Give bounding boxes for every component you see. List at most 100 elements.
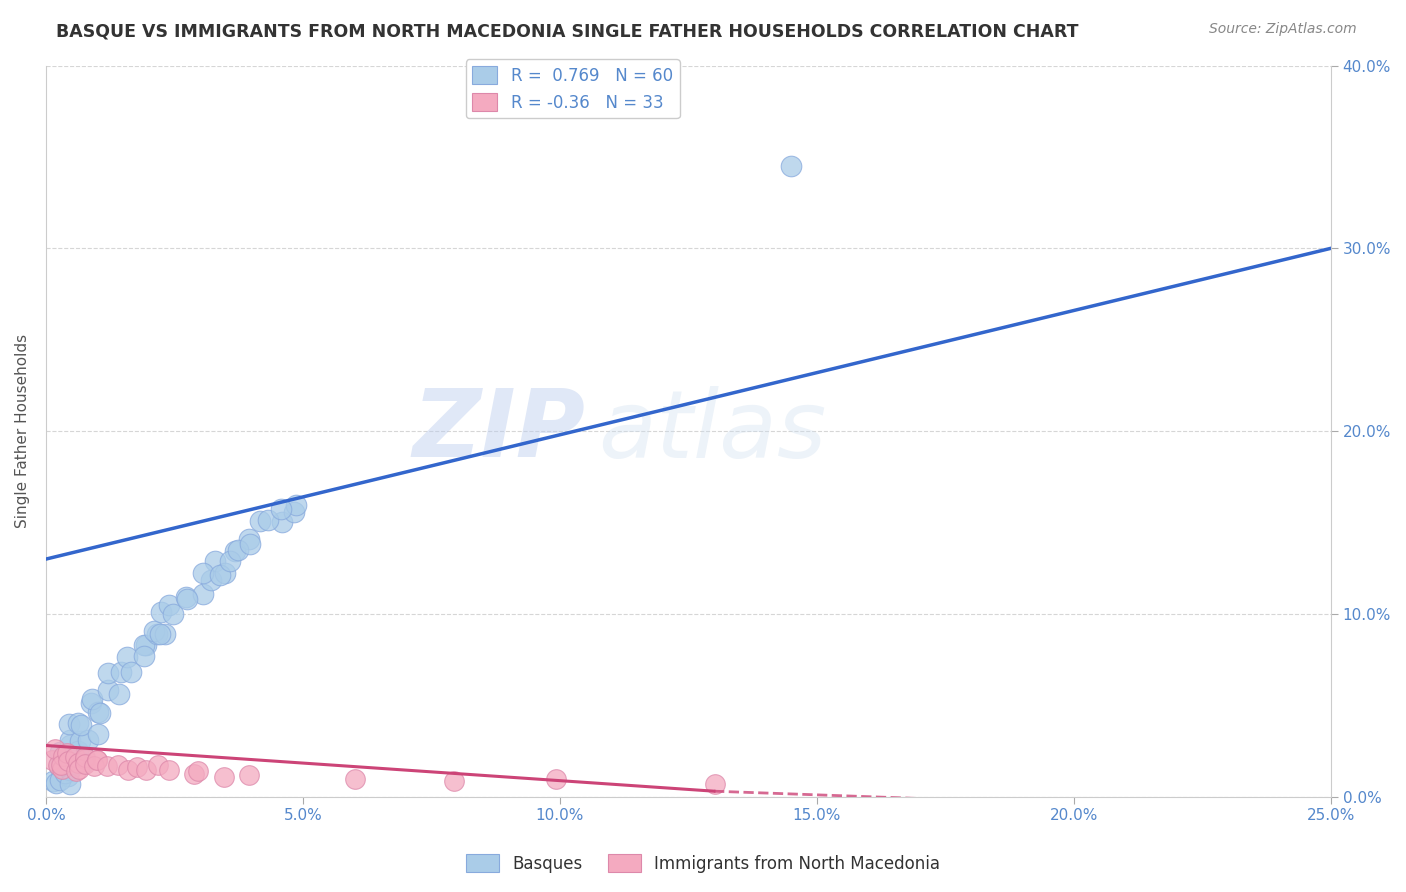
Point <box>77 732 100 747</box>
Point <box>80 696 103 710</box>
Point <box>70 718 93 732</box>
Point <box>80 692 103 706</box>
Point <box>59 777 82 791</box>
Point <box>174 590 197 604</box>
Point <box>249 514 271 528</box>
Point <box>65 764 87 779</box>
Point <box>49 745 72 759</box>
Text: Source: ZipAtlas.com: Source: ZipAtlas.com <box>1209 22 1357 37</box>
Point <box>149 626 172 640</box>
Point <box>218 554 240 568</box>
Point <box>56 754 79 768</box>
Point <box>72 756 94 771</box>
Point <box>146 758 169 772</box>
Point <box>52 748 75 763</box>
Point <box>183 766 205 780</box>
Point <box>187 764 209 778</box>
Point <box>193 587 215 601</box>
Point <box>544 772 567 786</box>
Legend: Basques, Immigrants from North Macedonia: Basques, Immigrants from North Macedonia <box>458 847 948 880</box>
Point <box>97 682 120 697</box>
Point <box>66 756 89 770</box>
Point <box>224 544 246 558</box>
Point <box>46 758 69 772</box>
Point <box>162 607 184 621</box>
Point <box>89 706 111 721</box>
Point <box>226 543 249 558</box>
Point <box>214 770 236 784</box>
Point <box>59 763 82 777</box>
Text: atlas: atlas <box>599 385 827 476</box>
Point <box>48 759 70 773</box>
Text: BASQUE VS IMMIGRANTS FROM NORTH MACEDONIA SINGLE FATHER HOUSEHOLDS CORRELATION C: BASQUE VS IMMIGRANTS FROM NORTH MACEDONI… <box>56 22 1078 40</box>
Point <box>150 606 173 620</box>
Point <box>214 566 236 580</box>
Point <box>62 757 84 772</box>
Point <box>51 762 73 776</box>
Point <box>58 717 80 731</box>
Point <box>96 759 118 773</box>
Point <box>86 753 108 767</box>
Point <box>143 624 166 638</box>
Point <box>108 687 131 701</box>
Point <box>56 746 79 760</box>
Point <box>97 665 120 680</box>
Point <box>344 772 367 787</box>
Point <box>208 567 231 582</box>
Point <box>75 756 97 771</box>
Point <box>86 705 108 719</box>
Point <box>284 498 307 512</box>
Point <box>134 648 156 663</box>
Y-axis label: Single Father Households: Single Father Households <box>15 334 30 528</box>
Point <box>66 716 89 731</box>
Point <box>42 774 65 789</box>
Point <box>157 598 180 612</box>
Point <box>110 665 132 679</box>
Legend: R =  0.769   N = 60, R = -0.36   N = 33: R = 0.769 N = 60, R = -0.36 N = 33 <box>465 59 679 119</box>
Point <box>153 627 176 641</box>
Point <box>45 776 67 790</box>
Point <box>69 734 91 748</box>
Point <box>270 502 292 516</box>
Point <box>238 767 260 781</box>
Point <box>59 739 82 753</box>
Point <box>283 505 305 519</box>
Point <box>704 777 727 791</box>
Point <box>132 638 155 652</box>
Point <box>41 753 63 767</box>
Point <box>56 769 79 783</box>
Point <box>44 742 66 756</box>
Point <box>257 513 280 527</box>
Point <box>125 759 148 773</box>
Point <box>73 749 96 764</box>
Point <box>204 554 226 568</box>
Point <box>157 763 180 777</box>
Point <box>238 532 260 546</box>
Point <box>86 753 108 767</box>
Point <box>107 757 129 772</box>
Point <box>120 665 142 679</box>
Point <box>117 764 139 778</box>
Point <box>270 515 292 529</box>
Point <box>135 763 157 777</box>
Point <box>73 751 96 765</box>
Point <box>443 773 465 788</box>
Point <box>51 758 73 772</box>
Point <box>239 536 262 550</box>
Point <box>49 773 72 788</box>
Point <box>200 573 222 587</box>
Point <box>66 744 89 758</box>
Point <box>83 759 105 773</box>
Point <box>67 763 90 777</box>
Point <box>176 591 198 606</box>
Point <box>63 749 86 764</box>
Point <box>780 159 803 173</box>
Point <box>146 627 169 641</box>
Point <box>135 638 157 652</box>
Point <box>63 756 86 771</box>
Point <box>53 765 76 780</box>
Point <box>191 566 214 580</box>
Text: ZIP: ZIP <box>413 385 585 477</box>
Point <box>59 732 82 747</box>
Point <box>115 649 138 664</box>
